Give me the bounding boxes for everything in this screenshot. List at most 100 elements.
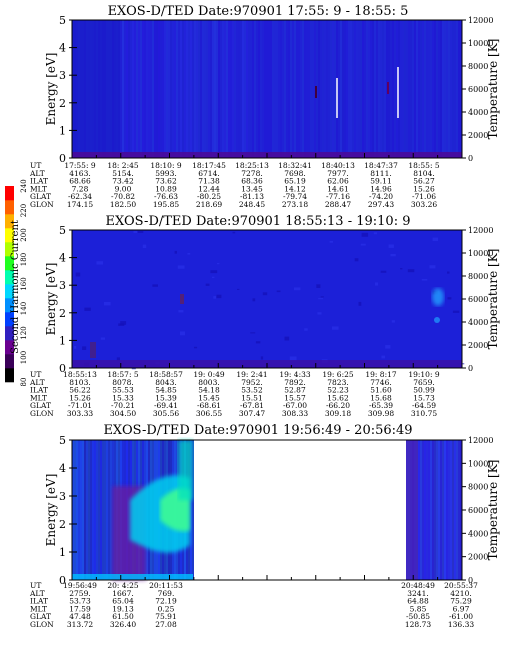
- orbit-cell: 307.47: [239, 409, 265, 418]
- dark-spot: [90, 342, 96, 358]
- speckle: [304, 328, 308, 331]
- spectrogram-column: [380, 20, 382, 158]
- spectrogram-column: [122, 20, 124, 158]
- spectrogram-column: [92, 20, 94, 158]
- speckle: [96, 261, 104, 265]
- spectrogram-column: [154, 20, 156, 158]
- spectrogram-column: [256, 20, 258, 158]
- orbit-row-label: ALT: [29, 589, 45, 598]
- spectrogram-column: [382, 20, 384, 158]
- spectrogram-column: [74, 440, 76, 580]
- panel-3-ylabel: Energy [eV]: [44, 474, 58, 547]
- y-tick-label: 3: [59, 69, 66, 82]
- speckle: [133, 230, 138, 233]
- orbit-cell: 288.47: [325, 200, 351, 209]
- speckle: [255, 341, 261, 344]
- panel-3-axes: 0 1 2 3 4 5 0 2000 4000 6000 8000 10000 12000: [59, 434, 493, 587]
- speckle: [252, 298, 256, 302]
- orbit-cell: 7746.: [370, 378, 391, 387]
- orbit-cell: 305.56: [153, 409, 179, 418]
- y-tick-label: 4: [59, 252, 66, 265]
- orbit-row-label: GLON: [30, 620, 54, 629]
- panel-3-spectrogram: [72, 440, 462, 580]
- y2-tick-label: 10000: [468, 39, 493, 48]
- colorbar-cell: [5, 284, 14, 299]
- orbit-cell: 303.33: [67, 409, 93, 418]
- spectrogram-column: [294, 20, 296, 158]
- spectrogram-column: [452, 20, 454, 158]
- spectrogram-column: [372, 20, 374, 158]
- orbit-row-label: MLT: [30, 184, 47, 193]
- spectrogram-column: [240, 20, 242, 158]
- orbit-cell: 7.28: [72, 184, 89, 193]
- panel-3: EXOS-D/TED Date:970901 19:56:49 - 20:56:…: [29, 423, 500, 629]
- colorbar-tick-label: 240: [20, 179, 28, 192]
- spectrogram-column: [334, 20, 336, 158]
- orbit-cell: 304.50: [110, 409, 136, 418]
- orbit-cell: -80.25: [197, 192, 221, 201]
- spectrogram-column: [434, 20, 436, 158]
- orbit-cell: 19: 6:25: [322, 370, 354, 379]
- orbit-cell: 20:48:49: [401, 581, 435, 590]
- spectrogram-column: [94, 440, 96, 580]
- dark-spot: [180, 294, 184, 304]
- speckle: [137, 231, 144, 233]
- y2-tick-label: 4000: [468, 318, 488, 327]
- cyan-band: [178, 440, 193, 500]
- colorbar-cells: [5, 186, 14, 383]
- spectrogram-column: [162, 20, 164, 158]
- colorbar-tick-label: 200: [20, 228, 28, 241]
- orbit-cell: 273.18: [282, 200, 308, 209]
- y2-tick-label: 6000: [468, 506, 488, 515]
- y2-tick-label: 0: [468, 364, 473, 373]
- orbit-cell: -61.00: [449, 612, 473, 621]
- speckle: [318, 298, 323, 300]
- speckle: [390, 253, 396, 257]
- orbit-cell: 62.06: [327, 177, 349, 186]
- spectrogram-column: [132, 20, 134, 158]
- orbit-cell: 15.45: [198, 393, 220, 402]
- spectrogram-column: [282, 20, 284, 158]
- orbit-row-label: GLAT: [30, 401, 51, 410]
- speckle: [385, 345, 391, 349]
- spectrogram-column: [436, 20, 438, 158]
- panel-3-title: EXOS-D/TED Date:970901 19:56:49 - 20:56:…: [103, 423, 412, 438]
- spectrogram-column: [368, 20, 370, 158]
- orbit-cell: 9.00: [115, 184, 132, 193]
- speckle: [391, 320, 395, 323]
- spectrogram-column: [172, 20, 174, 158]
- y-tick-label: 4: [59, 462, 66, 475]
- orbit-cell: 15.73: [413, 393, 435, 402]
- spectrogram-column: [296, 20, 298, 158]
- spectrogram-column: [428, 20, 430, 158]
- orbit-cell: 47.48: [69, 612, 91, 621]
- speckle: [388, 244, 394, 248]
- orbit-cell: 65.19: [284, 177, 306, 186]
- colorbar-cell: [5, 186, 14, 201]
- spectrogram-column: [392, 20, 394, 158]
- spectrogram-column: [92, 440, 94, 580]
- orbit-cell: 308.33: [282, 409, 308, 418]
- spectrogram-column: [246, 20, 248, 158]
- spectrogram-column: [112, 20, 114, 158]
- panel-2-plot: 0 1 2 3 4 5 0 2000 4000 6000 8000 10000 12000: [59, 224, 493, 375]
- spectrogram-column: [120, 20, 122, 158]
- orbit-cell: 27.08: [155, 620, 177, 629]
- orbit-cell: 73.62: [155, 177, 177, 186]
- orbit-cell: 5993.: [155, 169, 176, 178]
- spectrogram-column: [250, 20, 252, 158]
- spectrogram-column: [456, 440, 458, 580]
- spectrogram-column: [376, 20, 378, 158]
- y-tick-label: 5: [59, 224, 66, 237]
- orbit-cell: 54.85: [155, 386, 177, 395]
- spectrogram-column: [236, 20, 238, 158]
- spectrogram-column: [110, 440, 112, 580]
- orbit-cell: 18:25:13: [235, 161, 269, 170]
- speckle: [375, 282, 379, 286]
- spectrogram-column: [418, 440, 420, 580]
- spectrogram-column: [422, 440, 424, 580]
- spectrogram-column: [272, 20, 274, 158]
- orbit-cell: 19: 0:49: [193, 370, 225, 379]
- speckle: [429, 265, 436, 269]
- spectrogram-column: [374, 20, 376, 158]
